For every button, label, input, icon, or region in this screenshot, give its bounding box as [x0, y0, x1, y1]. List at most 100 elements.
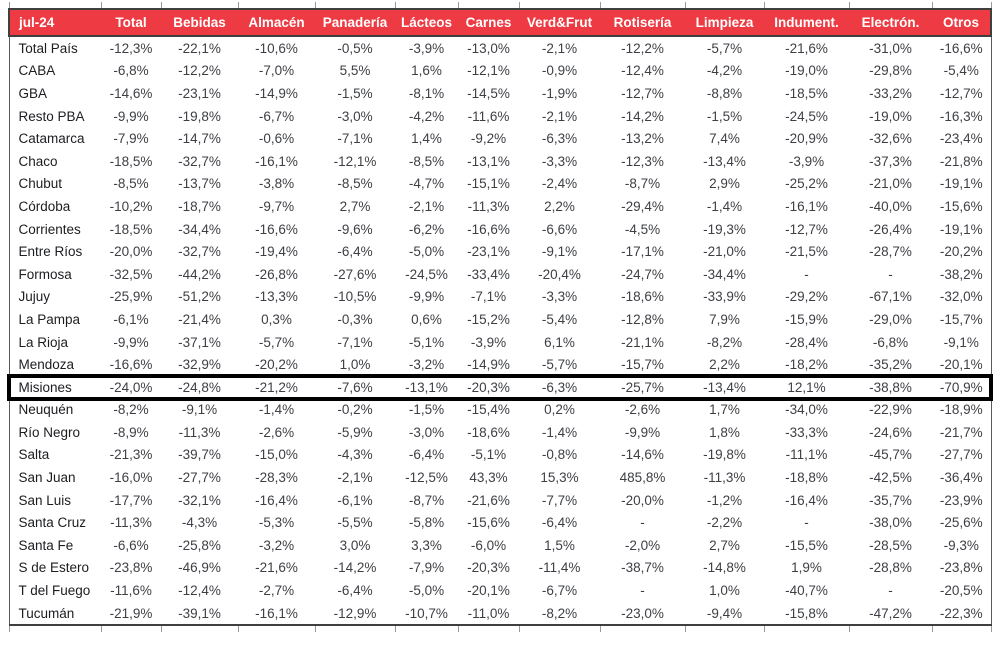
value-cell: -4,2%	[706, 63, 743, 79]
value-cell: -7,9%	[113, 131, 149, 147]
value-cell: -7,9%	[408, 560, 445, 576]
value-cell: 1,4%	[411, 131, 442, 147]
table-row: Neuquén -8,2% -9,1% -1,4% -0,2% -1,5% -15,4% 0,…	[8, 398, 992, 422]
value-cell: -6,6%	[113, 537, 149, 553]
value-cell: -18,5%	[785, 85, 828, 101]
value-cell: -24,8%	[178, 379, 221, 395]
value-cell: -11,6%	[110, 583, 152, 599]
table-row: Formosa -32,5% -44,2% -26,8% -27,6% -24,5% -33…	[8, 262, 992, 286]
value-cell: -29,0%	[869, 311, 912, 327]
value-cell: -6,7%	[541, 583, 578, 599]
value-cell: -12,3%	[621, 153, 664, 169]
value-cell: -38,0%	[869, 515, 912, 531]
column-header: Electrón.	[849, 8, 932, 37]
table-body: Total País -12,3% -22,1% -10,6% -0,5% -3,9% -1…	[7, 36, 993, 627]
row-label: Formosa	[8, 262, 101, 286]
table-row: S de Estero -23,8% -46,9% -21,6% -14,2% -7,9%…	[8, 556, 992, 580]
value-cell: -2,0%	[624, 537, 661, 553]
value-cell: -6,2%	[408, 221, 445, 237]
value-cell: -19,1%	[932, 217, 992, 241]
value-cell: -1,5%	[337, 85, 373, 101]
table-row: Resto PBA -9,9% -19,8% -6,7% -3,0% -4,2% -11,6…	[8, 104, 992, 128]
value-cell: -3,3%	[541, 289, 578, 305]
column-header: Carnes	[458, 8, 519, 37]
value-cell: -0,9%	[541, 63, 578, 79]
value-cell: -10,2%	[109, 198, 153, 214]
value-cell: 1,7%	[709, 402, 740, 418]
value-cell: -5,0%	[408, 244, 445, 260]
value-cell: -23,9%	[932, 488, 992, 512]
value-cell: -6,3%	[541, 379, 578, 395]
value-cell: -12,2%	[621, 40, 664, 56]
row-label: San Luis	[8, 488, 101, 512]
value-cell: 1,9%	[791, 560, 822, 576]
value-cell: -9,9%	[624, 424, 661, 440]
value-cell: -2,7%	[258, 583, 295, 599]
value-cell: 0,3%	[261, 311, 292, 327]
value-cell: 2,2%	[709, 357, 740, 373]
value-cell: -28,8%	[869, 560, 912, 576]
value-cell: -70,9%	[932, 375, 992, 399]
value-cell: 3,3%	[411, 537, 442, 553]
top-gridline-ticks	[8, 2, 992, 9]
gridline-tick	[315, 2, 396, 9]
value-cell: -19,0%	[785, 63, 828, 79]
gridline-tick	[315, 625, 396, 633]
value-cell: -20,2%	[932, 240, 992, 263]
value-cell: -16,4%	[785, 492, 828, 508]
value-cell: -24,5%	[785, 108, 828, 124]
value-cell: -4,5%	[624, 221, 661, 237]
value-cell: -42,5%	[869, 470, 912, 486]
value-cell: -20,5%	[932, 579, 992, 602]
value-cell: -19,1%	[932, 172, 992, 196]
value-cell: -19,4%	[255, 244, 298, 260]
row-label: Total País	[8, 36, 101, 60]
value-cell: -18,6%	[621, 289, 664, 305]
value-cell: -39,7%	[178, 447, 221, 463]
row-label: Tucumán	[8, 601, 101, 627]
value-cell: -3,2%	[258, 537, 295, 553]
value-cell: 1,6%	[411, 63, 442, 79]
table-row: T del Fuego -11,6% -12,4% -2,7% -6,4% -5,0% -2…	[8, 579, 992, 602]
value-cell: -23,8%	[932, 556, 992, 580]
value-cell: -21,9%	[101, 601, 161, 627]
value-cell: 1,8%	[709, 424, 740, 440]
value-cell: -33,2%	[869, 85, 912, 101]
value-cell: -2,1%	[408, 198, 445, 214]
value-cell: -9,4%	[685, 601, 764, 627]
value-cell: -29,4%	[621, 198, 664, 214]
value-cell: -6,4%	[337, 583, 373, 599]
value-cell: -9,3%	[932, 534, 992, 557]
value-cell: -32,0%	[932, 285, 992, 309]
value-cell: -12,1%	[467, 63, 510, 79]
value-cell: -22,1%	[178, 40, 221, 56]
value-cell: -39,1%	[161, 601, 238, 627]
value-cell: -11,4%	[538, 560, 581, 576]
value-cell: 7,9%	[709, 311, 740, 327]
value-cell: -0,6%	[258, 131, 295, 147]
value-cell: -14,5%	[467, 85, 510, 101]
value-cell: -15,7%	[621, 357, 664, 373]
value-cell: -23,0%	[600, 601, 685, 627]
value-cell: -15,5%	[785, 537, 828, 553]
value-cell: 43,3%	[469, 470, 508, 486]
value-cell: -15,9%	[785, 311, 828, 327]
value-cell: -22,9%	[869, 402, 912, 418]
value-cell: -18,5%	[109, 221, 153, 237]
value-cell: -24,5%	[405, 266, 448, 282]
value-cell: -8,2%	[113, 402, 149, 418]
table-row: La Pampa -6,1% -21,4% 0,3% -0,3% 0,6% -15,2% -5…	[8, 308, 992, 331]
value-cell: -32,9%	[178, 357, 221, 373]
value-cell: -1,4%	[706, 198, 743, 214]
value-cell: -0,3%	[337, 311, 373, 327]
value-cell: -12,8%	[621, 311, 664, 327]
gridline-tick	[685, 2, 765, 9]
value-cell: -23,1%	[178, 85, 221, 101]
value-cell: -4,3%	[181, 515, 218, 531]
table-row: Santa Fe -6,6% -25,8% -3,2% 3,0% 3,3% -6,0% 1,5…	[8, 534, 992, 557]
column-header: Limpieza	[685, 8, 764, 37]
value-cell: -1,5%	[706, 108, 743, 124]
value-cell: -16,1%	[238, 601, 315, 627]
value-cell: -6,0%	[470, 537, 507, 553]
value-cell: -16,0%	[109, 470, 153, 486]
